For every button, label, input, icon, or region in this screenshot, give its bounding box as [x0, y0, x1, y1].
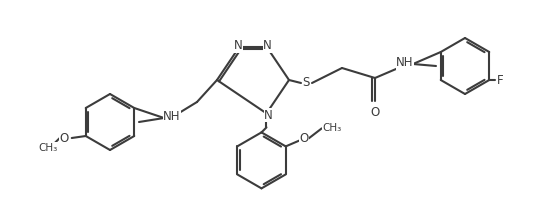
Text: O: O — [299, 132, 309, 145]
Text: NH: NH — [396, 56, 414, 70]
Text: S: S — [302, 76, 310, 89]
Text: CH₃: CH₃ — [322, 123, 341, 133]
Text: NH: NH — [163, 111, 181, 124]
Text: N: N — [264, 109, 273, 122]
Text: CH₃: CH₃ — [38, 143, 57, 153]
Text: N: N — [234, 39, 243, 52]
Text: N: N — [263, 39, 272, 52]
Text: O: O — [59, 132, 68, 145]
Text: F: F — [497, 74, 504, 87]
Text: O: O — [370, 107, 380, 120]
